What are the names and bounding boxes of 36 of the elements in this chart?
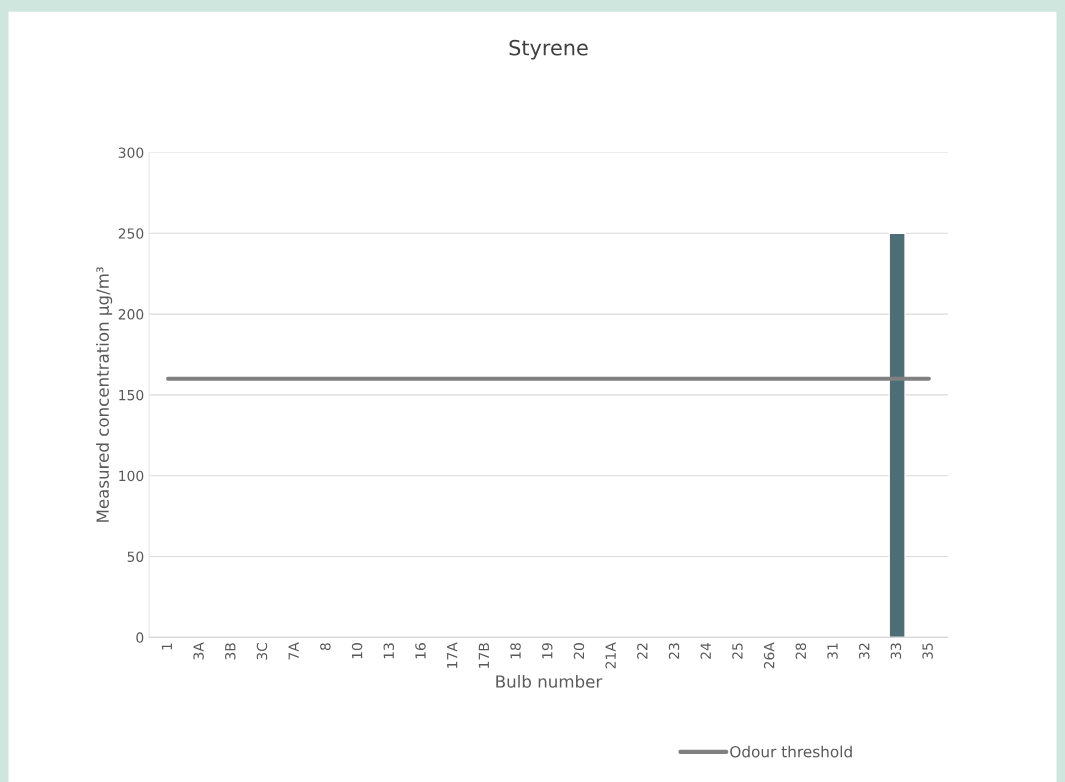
x-tick-label: 32 bbox=[858, 643, 870, 659]
y-tick-label: 300 bbox=[118, 147, 144, 158]
y-tick-label: 50 bbox=[127, 551, 144, 562]
x-tick-label: 10 bbox=[351, 643, 363, 659]
chart-title: Styrene bbox=[509, 39, 588, 60]
y-tick-label: 200 bbox=[118, 309, 144, 320]
legend-label: Odour threshold bbox=[730, 745, 852, 758]
y-tick-label: 100 bbox=[119, 470, 144, 482]
x-tick-label: 20 bbox=[573, 643, 585, 659]
x-axis-title: Bulb number bbox=[496, 674, 603, 688]
x-tick-label: 3A bbox=[193, 642, 204, 660]
x-tick-label: 17A bbox=[447, 642, 458, 668]
x-tick-label: 21A bbox=[605, 642, 616, 669]
x-tick-label: 22 bbox=[637, 643, 648, 659]
x-tick-label: 16 bbox=[415, 643, 426, 659]
x-tick-label: 8 bbox=[320, 643, 331, 651]
x-tick-label: 24 bbox=[700, 642, 711, 659]
x-tick-label: 19 bbox=[542, 643, 553, 659]
y-tick-label: 250 bbox=[118, 228, 144, 239]
x-tick-label: 31 bbox=[827, 643, 838, 659]
x-tick-label: 13 bbox=[383, 643, 395, 659]
x-tick-label: 3C bbox=[256, 642, 268, 660]
x-tick-label: 26A bbox=[763, 642, 775, 669]
y-tick-label: 0 bbox=[136, 632, 144, 643]
x-tick-label: 25 bbox=[732, 643, 743, 659]
x-tick-label: 17B bbox=[478, 643, 489, 668]
y-axis-title: Measured concentration µg/m³ bbox=[96, 267, 113, 522]
x-tick-label: 1 bbox=[161, 643, 172, 650]
x-tick-label: 35 bbox=[922, 643, 933, 659]
x-tick-label: 23 bbox=[668, 643, 680, 659]
x-tick-label: 3B bbox=[225, 643, 236, 660]
x-tick-label: 18 bbox=[510, 643, 521, 659]
x-tick-label: 7A bbox=[288, 642, 299, 660]
x-tick-label: 33 bbox=[890, 643, 902, 659]
y-tick-label: 150 bbox=[119, 389, 144, 401]
x-tick-label: 28 bbox=[795, 643, 807, 659]
